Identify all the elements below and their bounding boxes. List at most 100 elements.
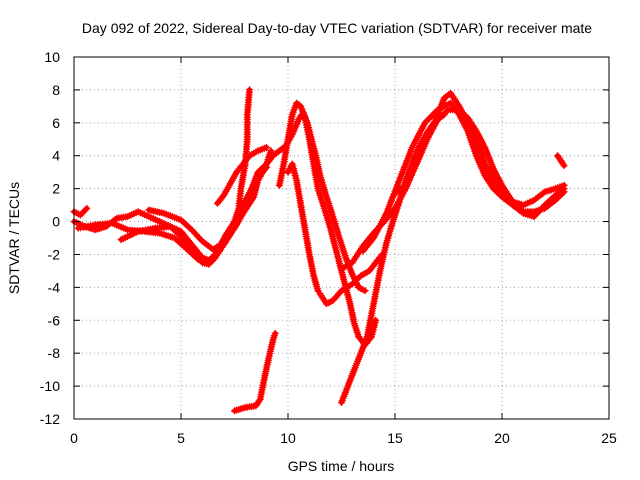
data-point xyxy=(251,194,256,199)
x-tick-label: 10 xyxy=(280,430,296,446)
y-tick-label: 10 xyxy=(44,49,60,65)
data-point xyxy=(423,120,427,125)
data-point xyxy=(330,214,335,219)
data-point xyxy=(303,115,308,120)
series-sat-e xyxy=(145,163,271,253)
data-point xyxy=(253,403,258,408)
data-point xyxy=(277,148,282,153)
data-point xyxy=(373,318,378,323)
y-tick-label: 0 xyxy=(52,214,60,230)
data-point xyxy=(500,183,504,188)
data-point xyxy=(403,183,408,188)
data-point xyxy=(76,226,81,231)
data-point xyxy=(482,145,487,150)
series-sat-n xyxy=(391,89,568,209)
data-point xyxy=(363,288,367,293)
data-point xyxy=(84,206,89,211)
data-point xyxy=(271,153,275,158)
x-tick-label: 0 xyxy=(70,430,78,446)
data-point xyxy=(200,255,205,260)
data-point xyxy=(510,199,515,204)
x-tick-label: 20 xyxy=(494,430,510,446)
data-point xyxy=(211,247,216,252)
series-plus-markers xyxy=(145,163,271,253)
data-point xyxy=(358,273,363,278)
data-point xyxy=(189,227,194,232)
data-point xyxy=(491,178,496,183)
data-point xyxy=(209,259,213,263)
data-point xyxy=(448,91,453,96)
data-point xyxy=(294,178,299,183)
data-point xyxy=(294,101,299,106)
data-point xyxy=(352,321,357,326)
data-point xyxy=(266,356,271,361)
data-point xyxy=(335,252,340,257)
data-point xyxy=(221,193,226,198)
data-point xyxy=(179,229,183,234)
data-point xyxy=(474,137,479,142)
data-point xyxy=(146,208,151,212)
data-point xyxy=(268,148,273,153)
series-sat-f xyxy=(213,144,271,207)
data-point xyxy=(318,291,323,296)
data-point xyxy=(562,183,567,188)
y-tick-label: -4 xyxy=(48,279,61,295)
data-point xyxy=(296,117,301,122)
data-point xyxy=(232,408,237,413)
data-point xyxy=(356,334,361,339)
x-tick-label: 5 xyxy=(177,430,185,446)
series-sat-g xyxy=(231,329,279,415)
data-point xyxy=(298,203,303,208)
data-point xyxy=(303,227,308,232)
data-point xyxy=(393,191,397,196)
data-point xyxy=(281,162,286,166)
data-point xyxy=(136,229,141,234)
chart-title: Day 092 of 2022, Sidereal Day-to-day VTE… xyxy=(82,20,592,36)
y-tick-label: 4 xyxy=(52,148,60,164)
data-point xyxy=(371,236,376,240)
data-point xyxy=(482,173,487,178)
series-sat-m xyxy=(359,99,568,255)
data-point xyxy=(311,273,316,278)
data-point xyxy=(196,257,201,262)
data-point xyxy=(491,186,496,191)
data-point xyxy=(249,186,254,191)
data-point xyxy=(262,375,267,380)
y-axis-label: SDTVAR / TECUs xyxy=(6,182,22,294)
data-point xyxy=(200,239,205,244)
series-trace xyxy=(341,107,567,271)
data-point xyxy=(337,236,342,240)
y-tick-label: -6 xyxy=(48,312,61,328)
data-point xyxy=(78,213,83,217)
data-point xyxy=(442,96,447,101)
data-point xyxy=(559,160,564,165)
data-point xyxy=(343,255,348,260)
data-point xyxy=(247,87,252,92)
y-tick-label: -12 xyxy=(40,411,60,427)
data-point xyxy=(179,217,183,222)
data-point xyxy=(241,162,246,166)
y-tick-label: -8 xyxy=(48,345,61,361)
data-point xyxy=(157,231,162,236)
data-point xyxy=(384,240,389,245)
data-point xyxy=(521,211,526,216)
data-point xyxy=(553,193,558,198)
data-point xyxy=(542,203,547,208)
data-point xyxy=(397,178,402,183)
data-point xyxy=(410,145,415,150)
data-point xyxy=(215,201,220,206)
data-point xyxy=(373,260,378,265)
data-point xyxy=(365,334,370,339)
data-point xyxy=(247,153,252,158)
data-point xyxy=(448,101,453,106)
series-sat-o xyxy=(554,152,568,170)
data-point xyxy=(232,222,237,227)
data-point xyxy=(500,191,504,196)
data-point xyxy=(339,288,344,293)
data-point xyxy=(521,203,526,208)
data-point xyxy=(465,120,470,125)
data-point xyxy=(234,170,239,175)
data-point xyxy=(238,186,243,191)
y-tick-label: 8 xyxy=(52,82,60,98)
